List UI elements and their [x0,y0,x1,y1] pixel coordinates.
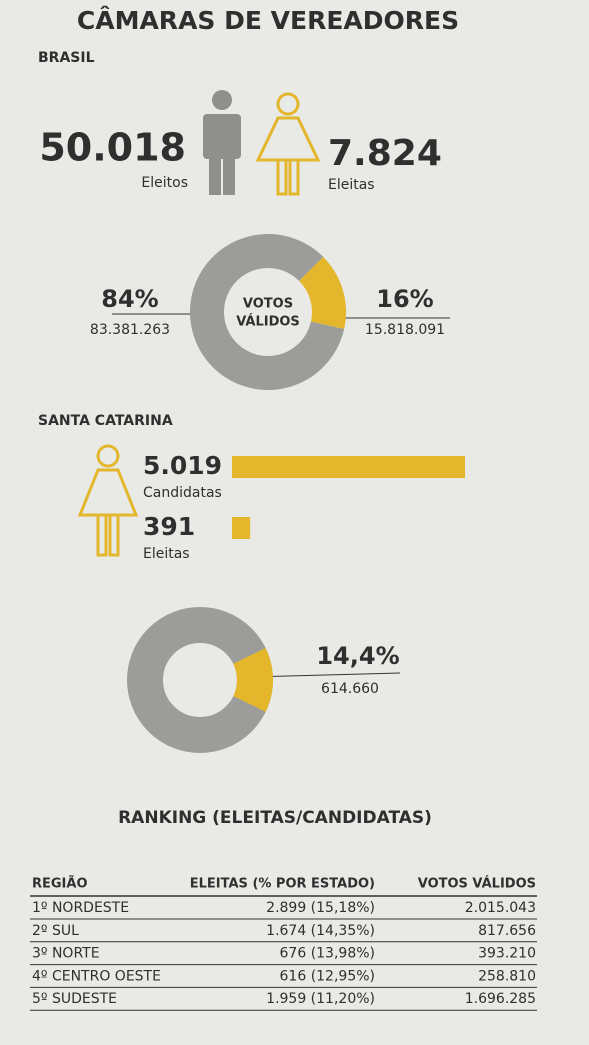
table-cell: 1º NORDESTE [32,900,129,916]
man-icon [203,90,241,195]
men-label: Eleitos [141,175,188,191]
value-label: 14,4% [316,642,399,670]
bar-category-label: Eleitas [143,546,190,562]
table-cell: 1.674 (14,35%) [266,923,375,939]
table-cell: 616 (12,95%) [280,968,375,984]
ranking-title: RANKING (ELEITAS/CANDIDATAS) [118,808,432,828]
count-label: 15.818.091 [365,322,445,338]
donut-center-label: VOTOS [243,297,293,312]
table-cell: 393.210 [478,946,536,962]
sc-heading: SANTA CATARINA [38,413,173,429]
table-cell: 676 (13,98%) [280,946,375,962]
woman-icon [77,444,139,557]
table-header: VOTOS VÁLIDOS [418,876,536,892]
table-cell: 258.810 [478,968,536,984]
woman-icon [255,92,321,196]
bar-category-label: Candidatas [143,485,222,501]
men-count: 50.018 [39,126,186,170]
women-count: 7.824 [328,133,442,174]
women-label: Eleitas [328,177,375,193]
donut-segment [299,256,347,330]
table-cell: 2.015.043 [465,900,536,916]
table-cell: 4º CENTRO OESTE [32,968,161,984]
bar-value-label: 5.019 [143,451,222,480]
table-cell: 5º SUDESTE [32,991,117,1007]
table-header: ELEITAS (% POR ESTADO) [190,877,375,892]
count-label: 83.381.263 [90,322,170,338]
donut-segment [233,647,273,712]
count-label: 614.660 [321,681,379,697]
table-cell: 1.959 (11,20%) [266,991,375,1007]
table-cell: 817.656 [478,923,536,939]
donut-center-label: VÁLIDOS [236,314,300,330]
title: CÂMARAS DE VEREADORES [77,6,459,35]
table-cell: 3º NORTE [32,946,100,962]
leader-line [249,672,401,678]
table-header: REGIÃO [32,876,88,892]
brasil-heading: BRASIL [38,50,95,66]
bar [232,456,465,478]
bar-value-label: 391 [143,512,195,541]
value-label: 16% [376,285,433,313]
table-cell: 2.899 (15,18%) [266,900,375,916]
bar [232,517,251,539]
table-cell: 2º SUL [32,923,79,939]
table-cell: 1.696.285 [465,991,536,1007]
donut-segment [190,233,345,390]
value-label: 84% [101,285,158,313]
